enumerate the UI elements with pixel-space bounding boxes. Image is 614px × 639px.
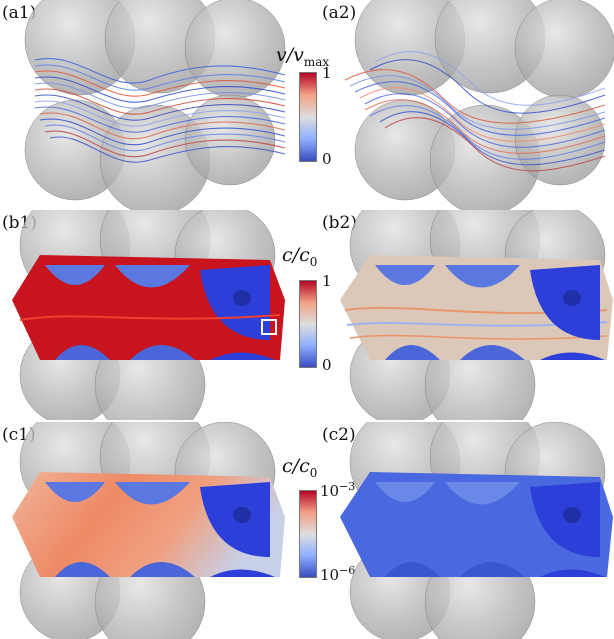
colorbar-conc-max: 1 — [322, 272, 332, 290]
cavity-b1-6 — [210, 352, 275, 360]
cavity-c2-4 — [385, 562, 440, 577]
highlight-b1 — [261, 319, 277, 335]
cavity-b2-2 — [445, 265, 520, 288]
cavity-c2-6 — [540, 569, 605, 577]
cavity-c2-1 — [375, 482, 435, 502]
cavity-b1-5 — [130, 345, 195, 360]
colorbar-conc-log-title: c/c0 — [282, 455, 318, 480]
spheres-a2 — [354, 0, 614, 210]
streamlines-a2 — [344, 51, 606, 172]
panel-b1-surface — [12, 210, 285, 420]
panel-c2-surface — [340, 422, 613, 639]
panel-a2-streamlines — [344, 0, 614, 210]
colorbar-conc-log-min: 10−6 — [320, 564, 356, 584]
panel-c1-surface — [12, 422, 285, 639]
cavity-b1-4 — [55, 345, 110, 360]
cavity-b1-2 — [115, 265, 190, 288]
colorbar-velocity-max: 1 — [322, 64, 332, 82]
pore-b2 — [563, 290, 581, 306]
colorbar-velocity-title: v/vmax — [276, 44, 330, 69]
cavity-c2-2 — [445, 482, 520, 505]
colorbar-conc-bar — [299, 280, 317, 368]
cavity-c1-6 — [210, 569, 275, 577]
streamlines-a1 — [34, 58, 286, 163]
cavity-c1-5 — [130, 562, 195, 577]
stripe-b1 — [19, 314, 281, 321]
colorbar-velocity-bar — [299, 72, 317, 162]
colorbar-velocity-min: 0 — [322, 150, 332, 168]
panel-a1-streamlines — [24, 0, 286, 210]
stripe-b2-3 — [349, 334, 608, 340]
cavity-b2-5 — [460, 345, 525, 360]
cavity-b1-1 — [45, 265, 105, 285]
cavity-c1-2 — [115, 482, 190, 505]
cavity-c1-4 — [55, 562, 110, 577]
cavity-b2-1 — [375, 265, 435, 285]
cavity-b2-6 — [540, 352, 605, 360]
panel-label-b2: (b2) — [322, 213, 357, 233]
pore-c2 — [563, 507, 581, 523]
colorbar-conc-log-max: 10−3 — [320, 480, 356, 500]
panel-label-a1: (a1) — [2, 3, 37, 23]
panel-label-c2: (c2) — [322, 425, 356, 445]
cavity-c2-5 — [460, 562, 525, 577]
panel-b2-surface — [340, 210, 613, 420]
cavity-b2-4 — [385, 345, 440, 360]
cavity-c1-1 — [45, 482, 105, 502]
pore-c1 — [233, 507, 251, 523]
colorbar-conc-min: 0 — [322, 356, 332, 374]
panel-label-a2: (a2) — [322, 3, 357, 23]
colorbar-conc-title: c/c0 — [282, 244, 318, 269]
colorbar-conc-log-bar — [299, 490, 317, 578]
pore-b1 — [233, 290, 251, 306]
